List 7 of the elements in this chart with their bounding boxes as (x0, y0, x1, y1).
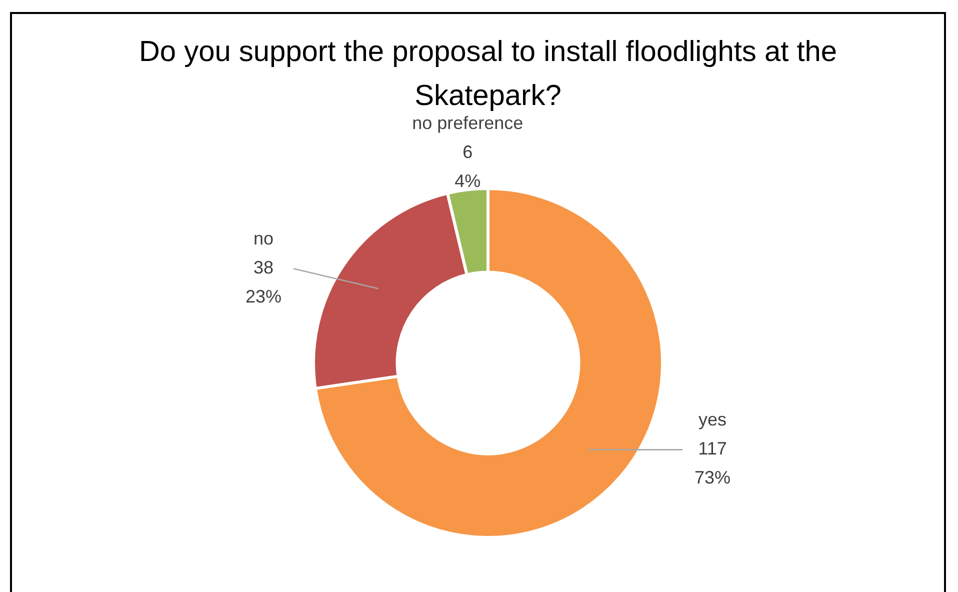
slice-label: no preference (412, 112, 524, 133)
data-label: 38 23% (245, 258, 282, 307)
data-label: 6 4% (454, 142, 481, 191)
slice-label: no (253, 228, 274, 249)
data-label: 117 73% (694, 438, 731, 488)
chart-title: Do you support the proposal to install floodlights at the Skatepark? (138, 36, 838, 112)
slice-label: yes (698, 410, 727, 430)
